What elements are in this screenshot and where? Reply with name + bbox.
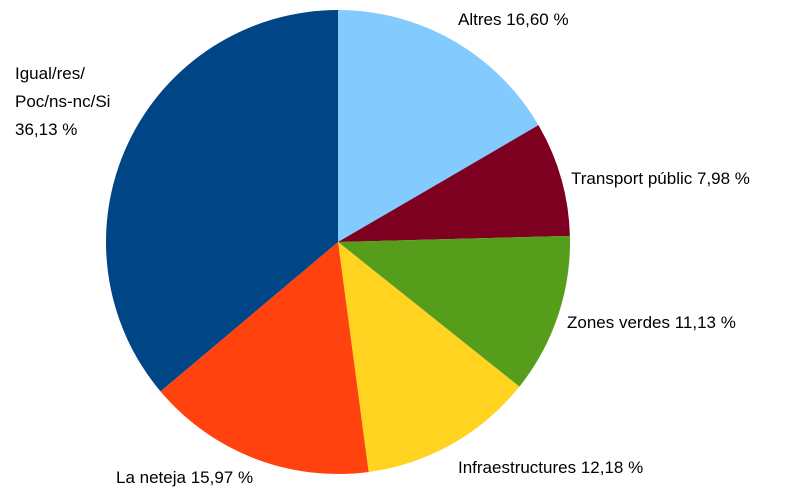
value-label: 7,98 %	[697, 169, 750, 188]
slice-label: Altres 16,60 %	[458, 6, 569, 34]
value-label: 12,18 %	[580, 458, 644, 477]
category-label: Zones verdes	[567, 313, 670, 332]
pie-slice	[338, 235, 570, 387]
pie-slice	[338, 242, 520, 472]
value-label: 36,13 %	[15, 120, 78, 139]
value-label: 15,97 %	[190, 468, 254, 487]
pie-slice	[160, 242, 369, 474]
category-label: La neteja	[116, 468, 186, 487]
category-label: Altres	[458, 10, 502, 29]
pie-slice	[338, 10, 539, 242]
category-label: Igual/res/Poc/ns-nc/Si	[15, 64, 111, 111]
slice-label: La neteja 15,97 %	[116, 464, 253, 492]
value-label: 16,60 %	[506, 10, 569, 29]
slice-label: Infraestructures 12,18 %	[458, 454, 643, 482]
value-label: 11,13 %	[674, 313, 736, 332]
category-label: Transport públic	[571, 169, 693, 188]
pie-slice	[106, 10, 338, 392]
slice-label: Igual/res/Poc/ns-nc/Si 36,13 %	[15, 60, 115, 144]
category-label: Infraestructures	[458, 458, 577, 477]
slice-label: Zones verdes 11,13 %	[567, 309, 736, 337]
pie-slice	[338, 125, 570, 242]
slice-label: Transport públic 7,98 %	[571, 165, 750, 193]
